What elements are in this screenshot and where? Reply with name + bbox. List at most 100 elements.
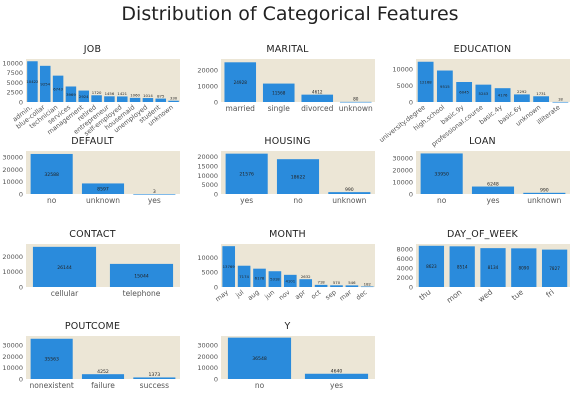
bar — [104, 96, 115, 102]
x-tick-label: nonexistent — [30, 381, 74, 390]
bar-value-label: 990 — [345, 187, 354, 193]
bar-value-label: 3 — [153, 189, 156, 195]
x-tick-label: wed — [476, 287, 494, 304]
x-tick-label: jul — [234, 288, 246, 300]
bar — [81, 183, 125, 194]
bar — [227, 337, 292, 379]
x-tick-label: apr — [293, 288, 307, 301]
bar-value-label: 5318 — [270, 277, 280, 282]
y-tick-label: 10000 — [392, 179, 413, 187]
bar — [494, 88, 511, 102]
bar — [168, 100, 179, 102]
bar — [480, 248, 506, 287]
bar-value-label: 8090 — [518, 265, 529, 270]
bar-chart-education: 050001000012168university.degree9515high… — [378, 59, 570, 148]
bar-value-label: 32588 — [44, 172, 59, 178]
bar-value-label: 13769 — [223, 264, 236, 269]
x-tick-label: jun — [263, 288, 277, 301]
chart-panel-job: JOB 0 2500 5000 7500 10000 10422 admin. 9254 blue… — [0, 44, 185, 140]
chart-title: MARITAL — [266, 44, 309, 55]
bar-value-label: 10422 — [26, 79, 39, 84]
y-tick-label: 20000 — [2, 353, 23, 361]
x-tick-label: no — [255, 381, 265, 390]
bar — [276, 159, 320, 194]
bar — [224, 62, 257, 102]
bar-value-label: 8597 — [97, 187, 109, 193]
x-tick-label: divorced — [301, 104, 334, 113]
bar-value-label: 875 — [157, 93, 165, 98]
bar-value-label: 1720 — [92, 90, 102, 95]
bar — [360, 286, 374, 288]
y-tick-label: 6000 — [396, 255, 413, 263]
x-tick-label: yes — [330, 381, 343, 390]
y-tick-label: 0 — [409, 99, 413, 107]
bar-value-label: 11568 — [272, 90, 286, 95]
y-tick-label: 10000 — [2, 178, 23, 186]
bar-value-label: 7174 — [239, 274, 249, 279]
y-tick-label: 4000 — [396, 264, 413, 272]
bar — [109, 263, 174, 287]
chart-panel-day-of-week: DAY_OF_WEEK 0 2000 4000 6000 8000 8623 thu 8514 m… — [390, 229, 575, 325]
bar — [30, 338, 73, 379]
bar-value-label: 182 — [364, 281, 372, 286]
bar — [436, 70, 453, 102]
bar — [523, 192, 566, 194]
bar-value-label: 570 — [333, 280, 341, 285]
x-tick-label: no — [47, 196, 57, 205]
chart-title: POUTCOME — [64, 321, 121, 332]
chart-title: DEFAULT — [71, 136, 114, 147]
bar-value-label: 35563 — [44, 357, 59, 363]
chart-title: DAY_OF_WEEK — [447, 229, 518, 240]
bar — [339, 101, 372, 103]
y-tick-label: 10000 — [2, 59, 23, 67]
bar — [91, 95, 102, 102]
bar — [30, 153, 73, 194]
bar — [533, 96, 550, 102]
bar-value-label: 1421 — [117, 91, 127, 96]
bar-value-label: 1014 — [143, 93, 153, 98]
bar — [314, 284, 328, 287]
bar — [52, 75, 64, 102]
x-tick-label: mon — [445, 287, 464, 304]
bar — [65, 86, 77, 102]
x-tick-label: married — [226, 104, 256, 113]
bar — [142, 98, 154, 102]
y-tick-label: 7500 — [6, 69, 23, 77]
page-title: Distribution of Categorical Features — [121, 3, 459, 25]
y-tick-label: 10000 — [2, 364, 23, 372]
bar-value-label: 18622 — [291, 174, 306, 180]
bar — [225, 153, 268, 194]
x-tick-label: fri — [544, 287, 556, 299]
chart-title: JOB — [83, 44, 102, 55]
bar — [417, 61, 434, 102]
bar-value-label: 718 — [317, 280, 325, 285]
bar-value-label: 8134 — [488, 265, 499, 270]
bar-value-label: 4101 — [285, 278, 295, 283]
x-tick-label: thu — [417, 287, 433, 302]
y-tick-label: 0 — [409, 284, 413, 292]
bar — [253, 268, 266, 287]
bar-chart-loan: 0 10000 20000 30000 33950 no 6248 yes 990 unknown — [392, 151, 570, 205]
x-tick-label: dec — [354, 288, 368, 302]
bar-chart-contact: 0 10000 20000 26144 cellular 15044 telephone — [2, 244, 180, 298]
bar-value-label: 546 — [348, 280, 356, 285]
x-tick-label: yes — [240, 196, 253, 205]
x-tick-label: mar — [338, 288, 353, 303]
x-tick-label: success — [140, 381, 169, 390]
x-tick-label: no — [293, 196, 303, 205]
bar — [133, 193, 176, 195]
x-tick-label: failure — [91, 381, 115, 390]
bar-value-label: 7827 — [549, 266, 560, 271]
y-tick-label: 0 — [214, 284, 218, 292]
chart-title: HOUSING — [264, 136, 311, 147]
bar — [511, 248, 537, 287]
bar-value-label: 2292 — [517, 89, 527, 94]
y-tick-label: 30000 — [197, 342, 218, 350]
x-tick-label: single — [268, 104, 291, 113]
x-tick-label: yes — [487, 196, 500, 205]
y-tick-label: 5000 — [201, 181, 218, 189]
bar — [345, 285, 359, 287]
bar — [27, 61, 38, 102]
bar — [155, 98, 167, 102]
